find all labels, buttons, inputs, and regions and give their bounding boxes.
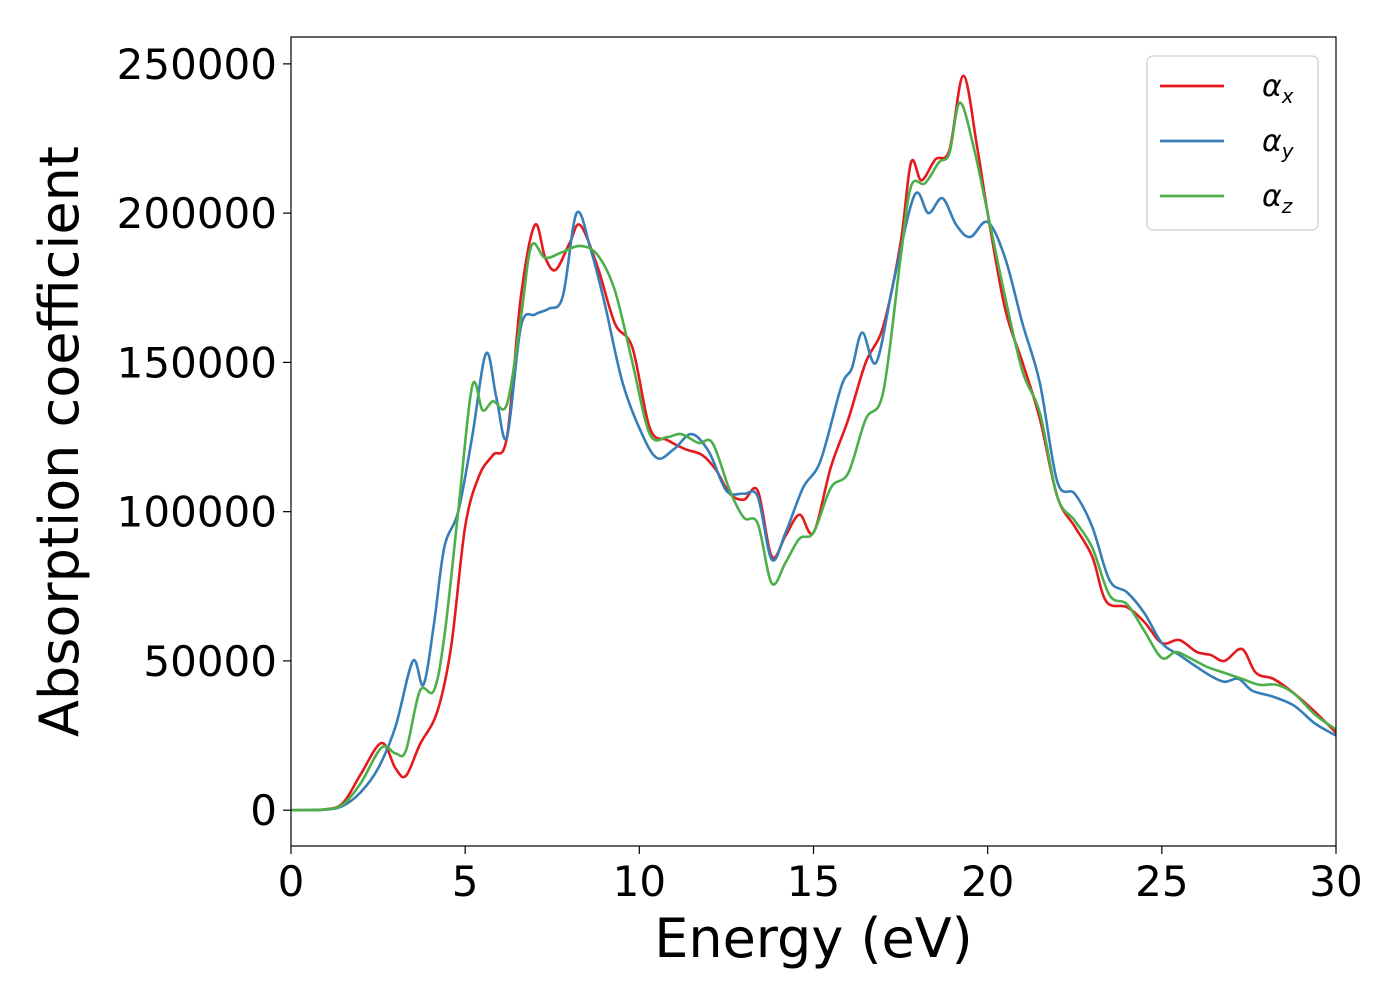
x-axis-title: Energy (eV) bbox=[654, 907, 973, 970]
x-tick-label: 5 bbox=[452, 857, 479, 906]
x-tick-label: 0 bbox=[278, 857, 305, 906]
y-axis-title: Absorption coefficient bbox=[28, 146, 91, 737]
y-tick-label: 150000 bbox=[117, 338, 277, 387]
x-tick-label: 25 bbox=[1135, 857, 1188, 906]
series-line-x bbox=[291, 74, 1336, 812]
legend: αx αy αz bbox=[1146, 55, 1319, 231]
y-tick-label: 250000 bbox=[117, 40, 277, 89]
legend-box bbox=[1146, 55, 1319, 231]
legend-label: αz bbox=[1262, 179, 1293, 218]
series-lines bbox=[291, 74, 1336, 812]
series-line-z bbox=[291, 101, 1336, 812]
x-tick-label: 20 bbox=[961, 857, 1014, 906]
y-tick-label: 50000 bbox=[143, 637, 277, 686]
x-tick-label: 30 bbox=[1309, 857, 1362, 906]
legend-label: αx bbox=[1262, 69, 1294, 108]
x-tick-label: 10 bbox=[613, 857, 666, 906]
y-tick-label: 100000 bbox=[117, 488, 277, 537]
y-tick-label: 0 bbox=[250, 786, 277, 835]
legend-label: αy bbox=[1262, 124, 1295, 163]
x-axis: 0 5 10 15 20 25 30 bbox=[278, 846, 1363, 906]
y-axis: 0 50000 100000 150000 200000 250000 bbox=[117, 40, 291, 835]
series-line-y bbox=[291, 191, 1336, 812]
y-tick-label: 200000 bbox=[117, 189, 277, 238]
x-tick-label: 15 bbox=[787, 857, 840, 906]
